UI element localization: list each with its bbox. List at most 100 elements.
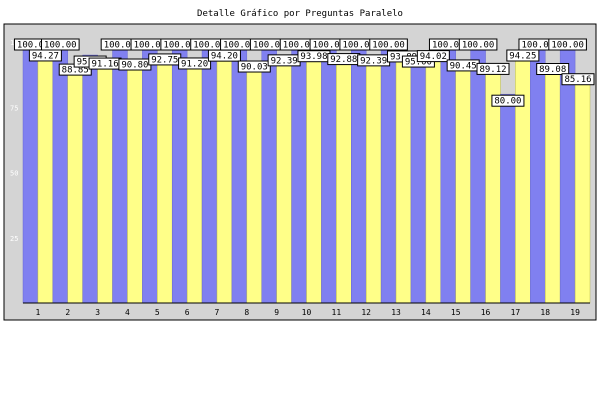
svg-text:92.39: 92.39 xyxy=(271,56,298,66)
bar-series-2 xyxy=(67,70,83,304)
data-label-series-2: 90.03 xyxy=(237,60,271,73)
svg-text:100.00: 100.00 xyxy=(372,41,405,51)
x-tick-label: 6 xyxy=(185,308,190,317)
svg-text:91.16: 91.16 xyxy=(92,60,119,70)
data-label-series-2: 92.88 xyxy=(327,53,361,66)
x-tick-label: 1 xyxy=(36,308,41,317)
svg-text:90.45: 90.45 xyxy=(450,61,477,71)
svg-text:94.02: 94.02 xyxy=(420,52,447,62)
bar-series-2 xyxy=(395,57,412,304)
svg-text:93.98: 93.98 xyxy=(300,52,327,62)
bar-series-1 xyxy=(410,54,427,304)
x-tick-label: 16 xyxy=(481,308,491,317)
data-label-series-1: 100.00 xyxy=(548,38,587,51)
svg-text:100.00: 100.00 xyxy=(193,41,226,51)
data-label-series-2: 93.98 xyxy=(297,50,331,63)
bar-series-1 xyxy=(231,41,248,304)
bar-series-1 xyxy=(351,41,367,304)
bar-series-2 xyxy=(365,61,382,304)
svg-text:100.0: 100.0 xyxy=(17,41,44,51)
data-label-series-1: 100.00 xyxy=(458,38,498,51)
bar-series-2 xyxy=(157,60,173,304)
bar-series-1 xyxy=(530,41,546,304)
bar-series-2 xyxy=(425,57,442,304)
svg-text:100.00: 100.00 xyxy=(313,41,346,51)
svg-text:100.00: 100.00 xyxy=(253,41,286,51)
data-label-series-2: 94.27 xyxy=(28,49,62,62)
data-label-series-2: 91.16 xyxy=(88,57,122,70)
svg-text:89.08: 89.08 xyxy=(539,65,566,75)
svg-text:80.00: 80.00 xyxy=(494,97,521,107)
bar-series-2 xyxy=(37,56,54,304)
bar-series-1 xyxy=(500,93,516,304)
bar-series-2 xyxy=(574,80,591,304)
svg-text:94.20: 94.20 xyxy=(211,52,238,62)
data-label-series-2: 90.80 xyxy=(118,58,152,71)
x-tick-label: 18 xyxy=(540,308,550,317)
svg-text:91.20: 91.20 xyxy=(181,59,208,69)
bar-series-1 xyxy=(380,41,397,304)
y-tick-label: 25 xyxy=(10,235,18,243)
bar-series-2 xyxy=(97,64,113,304)
data-label-series-2: 91.20 xyxy=(178,57,212,69)
bar-series-2 xyxy=(544,70,561,304)
svg-text:100.00: 100.00 xyxy=(432,41,465,51)
x-tick-label: 2 xyxy=(65,308,70,317)
x-tick-label: 12 xyxy=(361,308,371,317)
data-label-series-2: 92.39 xyxy=(267,54,301,67)
bar-series-1 xyxy=(201,41,218,304)
x-tick-label: 4 xyxy=(125,308,130,317)
x-tick-label: 7 xyxy=(215,308,220,317)
bar-series-2 xyxy=(306,57,322,304)
x-tick-label: 5 xyxy=(155,308,160,317)
data-label-series-2: 89.08 xyxy=(536,63,570,76)
bar-series-1 xyxy=(440,41,456,304)
svg-text:90.03: 90.03 xyxy=(241,63,268,73)
y-tick-label: 75 xyxy=(10,104,18,112)
data-label-series-2: 94.25 xyxy=(506,49,540,62)
data-label-series-2: 92.39 xyxy=(357,54,391,67)
bar-series-1 xyxy=(22,41,39,304)
svg-text:92.39: 92.39 xyxy=(360,56,387,66)
svg-text:100.00: 100.00 xyxy=(462,41,495,51)
x-tick-label: 10 xyxy=(302,308,312,317)
svg-text:100.00: 100.00 xyxy=(342,41,375,51)
x-tick-label: 3 xyxy=(95,308,100,317)
data-label-series-2: 92.75 xyxy=(148,53,182,66)
bar-series-2 xyxy=(455,66,471,304)
svg-text:95.00: 95.00 xyxy=(405,58,432,68)
data-label-series-2: 85.16 xyxy=(561,73,595,86)
svg-text:89.12: 89.12 xyxy=(479,65,506,75)
svg-text:90.80: 90.80 xyxy=(121,61,148,71)
bar-series-2 xyxy=(336,60,352,304)
x-tick-label: 13 xyxy=(391,308,401,317)
svg-text:85.16: 85.16 xyxy=(564,75,591,85)
x-tick-label: 9 xyxy=(274,308,279,317)
bar-series-2 xyxy=(246,67,262,304)
x-tick-label: 8 xyxy=(244,308,249,317)
data-label-series-1: 100.00 xyxy=(369,38,408,51)
data-label-series-1: 100.00 xyxy=(41,38,80,51)
data-label-series-1: 80.00 xyxy=(491,94,525,107)
bar-series-1 xyxy=(112,41,128,304)
svg-text:94.25: 94.25 xyxy=(509,52,536,62)
svg-text:100.00: 100.00 xyxy=(104,41,137,51)
bar-series-1 xyxy=(321,41,337,304)
bar-series-2 xyxy=(216,56,233,304)
chart-title: Detalle Gráfico por Preguntas Paralelo xyxy=(197,9,403,19)
svg-text:92.75: 92.75 xyxy=(151,55,178,65)
data-label-series-2: 90.45 xyxy=(446,59,480,72)
bar-series-1 xyxy=(171,41,188,304)
svg-text:94.27: 94.27 xyxy=(32,51,59,61)
svg-text:88.85: 88.85 xyxy=(62,66,89,76)
svg-text:100.00: 100.00 xyxy=(134,41,167,51)
bar-series-1 xyxy=(142,41,158,304)
svg-text:100.00: 100.00 xyxy=(283,41,316,51)
bar-series-2 xyxy=(127,65,143,304)
svg-text:100.00: 100.00 xyxy=(44,41,77,51)
svg-text:100.00: 100.00 xyxy=(223,41,256,51)
y-tick-label: 50 xyxy=(10,170,18,178)
data-label-series-2: 89.12 xyxy=(476,62,510,75)
svg-text:100.00: 100.00 xyxy=(522,41,555,51)
